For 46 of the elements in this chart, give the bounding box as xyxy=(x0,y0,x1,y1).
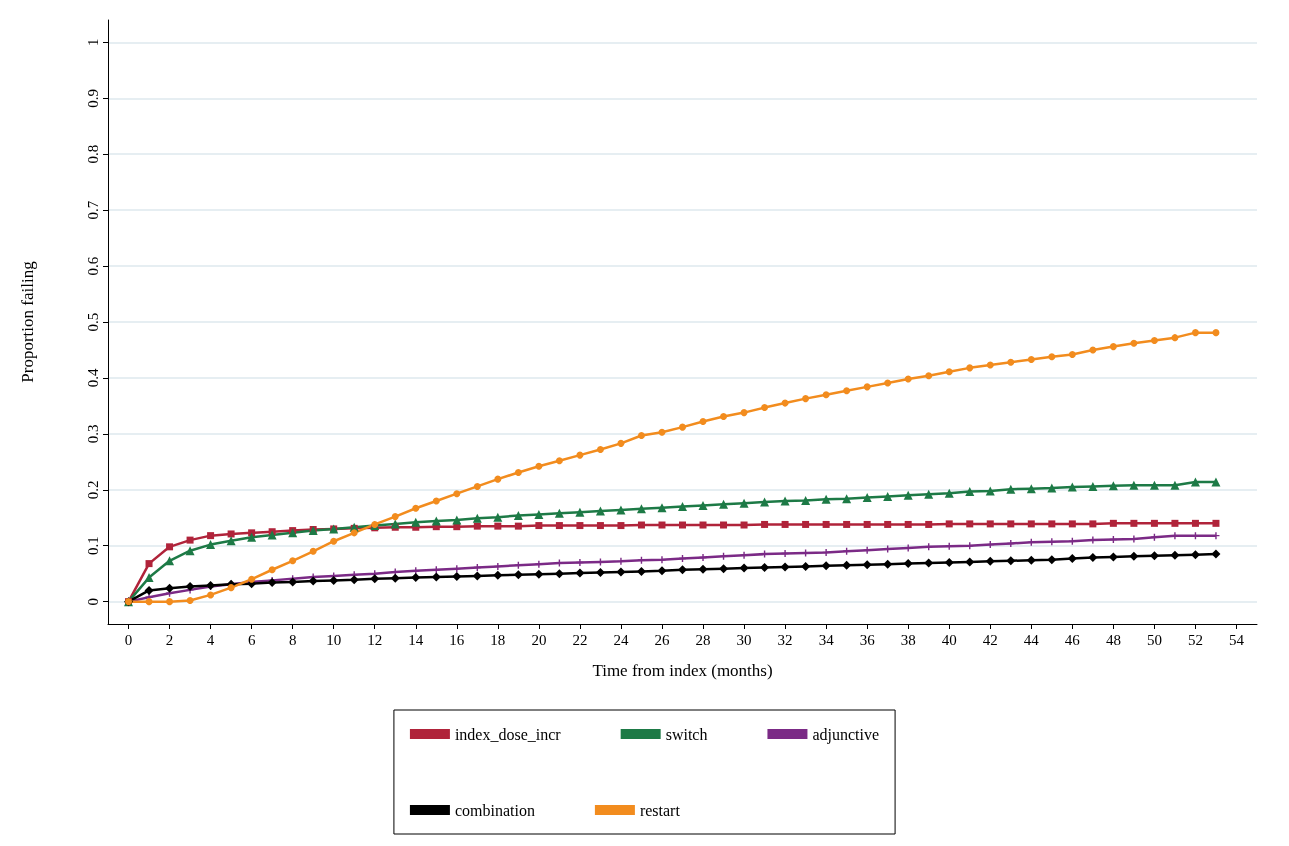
x-tick-label: 12 xyxy=(367,631,383,648)
x-tick-label: 40 xyxy=(941,631,957,648)
legend-label: combination xyxy=(454,801,535,819)
y-tick-label: 0.4 xyxy=(84,368,101,388)
x-axis-title: Time from index (months) xyxy=(592,661,773,680)
x-tick-label: 28 xyxy=(695,631,711,648)
y-tick-label: 0.6 xyxy=(84,256,101,276)
x-tick-label: 32 xyxy=(777,631,793,648)
legend-label: index_dose_incr xyxy=(454,725,562,743)
x-tick-label: 48 xyxy=(1105,631,1121,648)
x-tick-label: 10 xyxy=(326,631,342,648)
x-tick-label: 2 xyxy=(165,631,174,648)
x-tick-label: 42 xyxy=(982,631,998,648)
y-axis-title: Proportion failing xyxy=(18,260,37,383)
x-tick-label: 18 xyxy=(490,631,506,648)
y-tick-label: 0.9 xyxy=(84,88,101,108)
x-tick-label: 4 xyxy=(206,631,215,648)
x-tick-label: 50 xyxy=(1146,631,1162,648)
x-tick-label: 54 xyxy=(1228,631,1245,648)
y-tick-label: 0 xyxy=(84,597,101,606)
x-tick-label: 46 xyxy=(1064,631,1081,648)
x-tick-label: 44 xyxy=(1023,631,1040,648)
x-tick-label: 30 xyxy=(736,631,752,648)
x-tick-label: 34 xyxy=(818,631,835,648)
legend-label: restart xyxy=(639,801,681,819)
x-tick-label: 22 xyxy=(572,631,588,648)
x-tick-label: 8 xyxy=(288,631,297,648)
x-tick-label: 52 xyxy=(1187,631,1203,648)
x-tick-label: 36 xyxy=(859,631,876,648)
y-tick-label: 1 xyxy=(84,38,101,47)
x-tick-label: 16 xyxy=(449,631,465,648)
y-tick-label: 0.2 xyxy=(84,480,101,500)
x-tick-label: 26 xyxy=(654,631,670,648)
x-tick-label: 14 xyxy=(408,631,424,648)
y-tick-label: 0.8 xyxy=(84,144,101,164)
legend-label: adjunctive xyxy=(812,725,880,744)
y-tick-label: 0.3 xyxy=(84,424,101,444)
x-tick-label: 0 xyxy=(124,631,133,648)
x-tick-label: 24 xyxy=(613,631,629,648)
y-tick-label: 0.7 xyxy=(84,200,101,220)
x-tick-label: 38 xyxy=(900,631,916,648)
legend-label: switch xyxy=(665,725,708,743)
y-tick-label: 0.1 xyxy=(84,536,101,556)
x-tick-label: 6 xyxy=(247,631,256,648)
y-tick-label: 0.5 xyxy=(84,312,101,332)
x-tick-label: 20 xyxy=(531,631,547,648)
